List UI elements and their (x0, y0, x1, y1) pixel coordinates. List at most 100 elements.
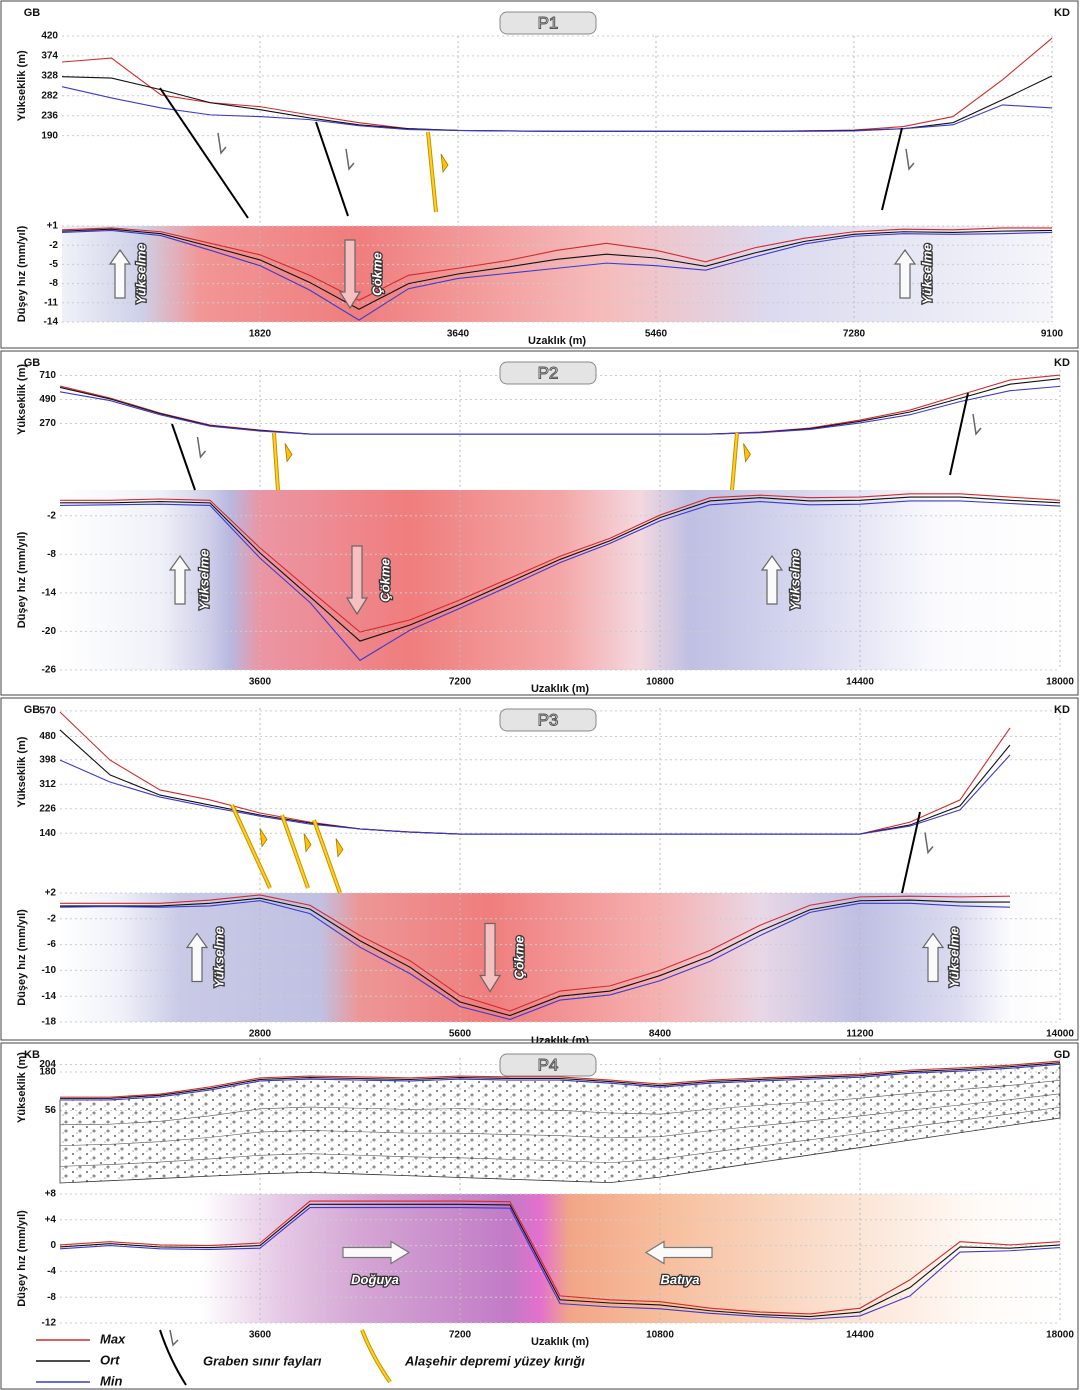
x-tick-label: 5600 (449, 1029, 472, 1040)
series-line (59, 900, 1011, 1020)
y-tick-label: -2 (47, 913, 56, 924)
series-line (61, 229, 1053, 321)
x-tick-label: 1820 (249, 329, 272, 340)
fault-arrow (972, 413, 982, 436)
direction-label: GB (24, 704, 41, 716)
y-tick-label: 282 (41, 90, 58, 101)
y-tick-label: -20 (42, 626, 57, 637)
annotation: Doğuya (351, 1272, 399, 1287)
x-tick-label: 10800 (646, 677, 674, 688)
sediment-layer (59, 1106, 1061, 1167)
fault-arrow (196, 436, 207, 459)
rupture-arrow (284, 443, 293, 463)
uplift-arrow (893, 248, 917, 299)
direction-label: KD (1054, 357, 1070, 369)
x-tick-label: 7280 (843, 329, 866, 340)
y-tick-label: 398 (39, 754, 56, 765)
direction-label: GD (1054, 1049, 1071, 1061)
y-tick-label: -12 (42, 1318, 57, 1329)
subsidence-arrow (345, 545, 369, 616)
y-tick-label: -8 (47, 1292, 56, 1303)
series-line (59, 754, 1011, 835)
surface-rupture (313, 819, 341, 894)
annotation: Batıya (660, 1272, 699, 1287)
y-tick-label: +2 (45, 888, 57, 899)
annotation: Yükselme (196, 550, 211, 611)
y-tick-label: 180 (39, 1067, 56, 1078)
x-tick-label: 18000 (1046, 677, 1074, 688)
chart-title: P2 (538, 363, 559, 382)
x-tick-label: 3600 (249, 677, 272, 688)
direction-label: KB (24, 1049, 40, 1061)
graben-fault (881, 127, 903, 211)
legend-label: Min (100, 1373, 122, 1388)
y-tick-label: +1 (47, 221, 59, 232)
annotation: Çökme (377, 558, 392, 601)
y-tick-label: -2 (49, 240, 58, 251)
direction-label: GB (24, 7, 41, 19)
y-axis-label: Düşey hız (mm/yıl) (16, 909, 28, 1006)
title-badge (499, 708, 597, 732)
y-tick-label: 190 (41, 130, 58, 141)
velocity-background (60, 893, 1060, 1022)
title-badge (499, 1053, 597, 1077)
velocity-background (62, 226, 1052, 322)
graben-fault (315, 121, 349, 217)
y-tick-label: +4 (45, 1214, 57, 1225)
y-tick-label: 236 (41, 110, 58, 121)
annotation: Yükselme (919, 244, 934, 305)
y-tick-label: 480 (39, 731, 56, 742)
y-tick-label: 420 (41, 31, 58, 42)
uplift-arrow (108, 248, 132, 299)
chart-title: P3 (538, 710, 559, 729)
y-tick-label: 312 (39, 779, 56, 790)
fault-arrow (345, 148, 355, 171)
y-tick-label: 710 (39, 370, 56, 381)
title-badge (499, 361, 597, 385)
y-tick-label: -6 (47, 939, 56, 950)
y-tick-label: 140 (39, 828, 56, 839)
series-line (59, 500, 1061, 662)
rupture-arrow (743, 443, 751, 463)
fault-arrow (905, 148, 915, 171)
series-line (59, 1200, 1061, 1315)
surface-rupture (281, 814, 309, 889)
annotation: Çökme (511, 936, 526, 979)
x-tick-label: 9100 (1041, 329, 1064, 340)
rupture-arrow (259, 828, 268, 848)
series-line (59, 385, 1061, 435)
x-axis-label: Uzaklık (m) (528, 335, 586, 347)
legend-label: Alaşehir depremi yüzey kırığı (404, 1353, 585, 1368)
uplift-arrow (185, 932, 209, 983)
direction-arrow (342, 1240, 411, 1265)
y-tick-label: -26 (42, 665, 57, 676)
y-tick-label: -8 (49, 278, 58, 289)
uplift-arrow (760, 554, 784, 605)
series-line (60, 496, 1061, 642)
series-line (61, 86, 1053, 132)
y-tick-label: 226 (39, 803, 56, 814)
surface-rupture (231, 804, 271, 889)
y-tick-label: -14 (42, 587, 57, 598)
x-tick-label: 14400 (846, 677, 874, 688)
legend-label: Max (100, 1331, 126, 1346)
y-tick-label: -5 (49, 259, 58, 270)
series-line (59, 1207, 1061, 1320)
y-tick-label: 56 (45, 1105, 57, 1116)
x-tick-label: 11200 (846, 1029, 874, 1040)
annotation: Yükselme (787, 550, 802, 611)
y-axis-label: Yükseklik (m) (16, 50, 28, 121)
y-tick-label: 570 (39, 705, 56, 716)
series-line (59, 1203, 1061, 1318)
y-tick-label: -2 (47, 510, 56, 521)
title-badge (499, 11, 597, 35)
direction-label: KD (1054, 7, 1070, 19)
subsidence-arrow (478, 922, 502, 993)
uplift-arrow (168, 554, 192, 605)
y-tick-label: 490 (39, 394, 56, 405)
y-axis-label: Düşey hız (mm/yıl) (16, 1210, 28, 1307)
y-axis-label: Yükseklik (m) (16, 736, 28, 807)
chart-title: P4 (538, 1055, 559, 1074)
surface-rupture (427, 131, 437, 213)
